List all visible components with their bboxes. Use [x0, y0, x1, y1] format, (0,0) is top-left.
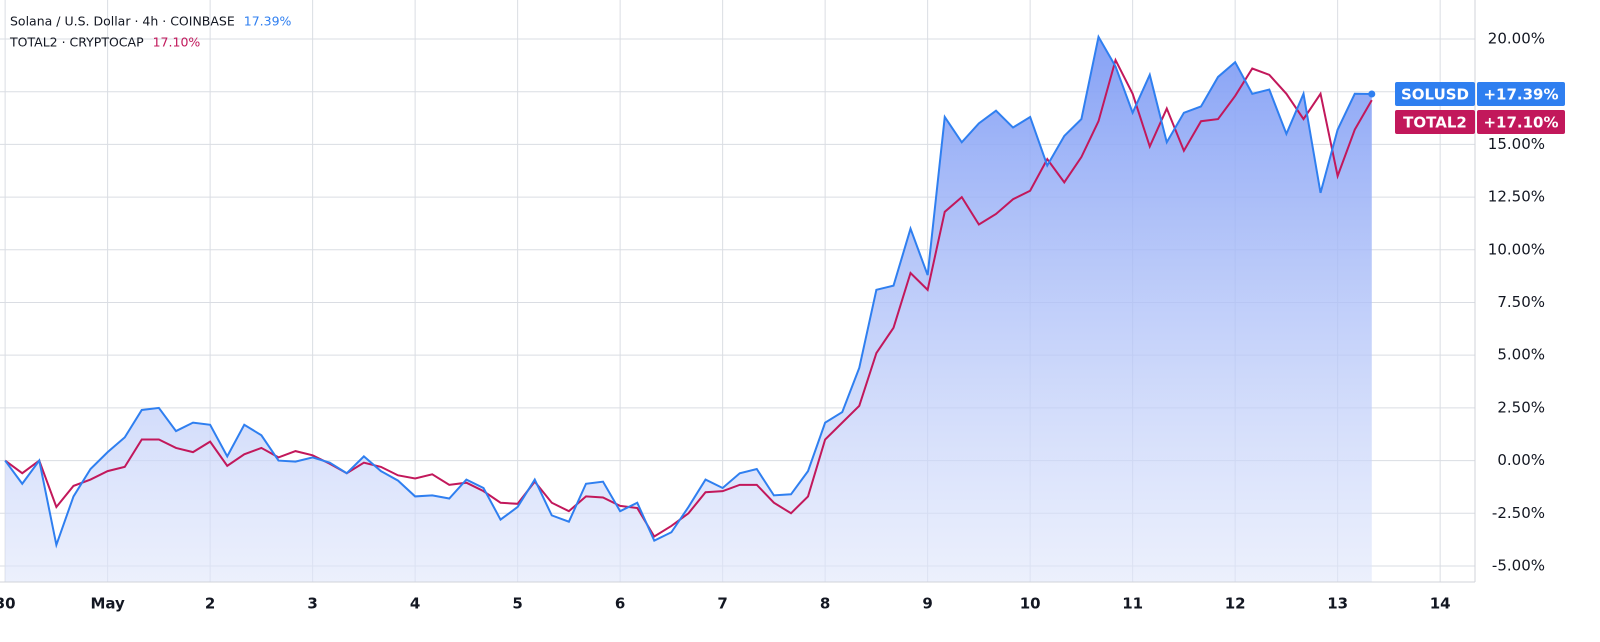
x-tick-label: 2 [205, 595, 215, 613]
badge-value-bg [1477, 110, 1565, 135]
legend-title: TOTAL2 · CRYPTOCAP [9, 35, 144, 50]
y-tick-label: 10.00% [1488, 240, 1545, 258]
badge-name-bg [1395, 82, 1475, 107]
x-tick-label: 13 [1327, 595, 1348, 613]
x-tick-label: 12 [1225, 595, 1246, 613]
badge-name-bg [1395, 110, 1475, 135]
x-tick-label: May [90, 595, 125, 613]
x-tick-label: 3 [307, 595, 317, 613]
x-tick-label: 14 [1430, 595, 1451, 613]
x-tick-label: 8 [820, 595, 830, 613]
x-tick-label: 11 [1122, 595, 1143, 613]
x-tick-label: 10 [1020, 595, 1041, 613]
line [4, 57, 1373, 538]
x-tick-label: 5 [512, 595, 522, 613]
y-tick-label: 0.00% [1497, 451, 1545, 469]
legend-title: Solana / U.S. Dollar · 4h · COINBASE [10, 14, 235, 29]
y-tick-label: 5.00% [1497, 346, 1545, 364]
x-tick-label: 4 [410, 595, 420, 613]
y-tick-label: 7.50% [1497, 293, 1545, 311]
x-tick-label: 6 [615, 595, 625, 613]
badge-value-bg [1477, 82, 1565, 107]
legend-value: 17.10% [153, 35, 201, 50]
line [4, 34, 1372, 549]
area [5, 36, 1372, 583]
last-point [1368, 90, 1376, 98]
badge-value: +17.39% [1483, 86, 1558, 104]
x-tick-label: 7 [717, 595, 727, 613]
badge-value: +17.10% [1483, 114, 1558, 132]
y-tick-label: 20.00% [1488, 29, 1545, 47]
legend-value: 17.39% [244, 14, 292, 29]
y-tick-label: -5.00% [1492, 556, 1545, 574]
x-tick-label: 30 [0, 595, 16, 613]
y-tick-label: -2.50% [1492, 504, 1545, 522]
badge-name: TOTAL2 [1403, 114, 1467, 132]
y-tick-label: 15.00% [1488, 135, 1545, 153]
y-tick-label: 2.50% [1497, 398, 1545, 416]
badge-name: SOLUSD [1401, 86, 1469, 104]
y-tick-label: 12.50% [1488, 188, 1545, 206]
x-tick-label: 9 [922, 595, 932, 613]
